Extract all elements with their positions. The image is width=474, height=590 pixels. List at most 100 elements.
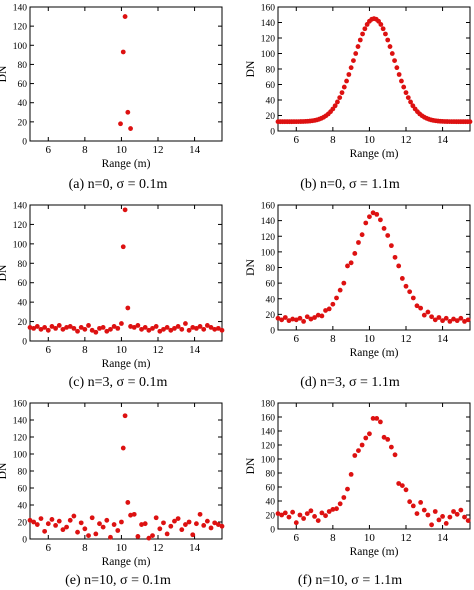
- data-point: [414, 303, 420, 309]
- data-point: [168, 327, 174, 333]
- data-point: [38, 326, 44, 332]
- data-point: [172, 325, 177, 331]
- plot-frame: [29, 6, 223, 142]
- y-tick-label: 160: [261, 414, 276, 424]
- data-point: [359, 442, 365, 448]
- data-point: [131, 325, 137, 330]
- x-tick-label: 10: [116, 542, 128, 554]
- x-tick-label: 6: [294, 333, 300, 345]
- y-tick-label: 120: [13, 23, 28, 33]
- data-point: [49, 324, 55, 329]
- data-point: [359, 232, 365, 238]
- data-point: [89, 515, 95, 521]
- data-point: [330, 507, 336, 512]
- data-point: [179, 326, 185, 332]
- data-point: [297, 512, 303, 518]
- data-point: [128, 512, 133, 518]
- data-point: [100, 325, 106, 330]
- y-axis-label: DN: [245, 60, 257, 77]
- data-point: [352, 251, 358, 256]
- caption-e: (e) n=10, σ = 0.1m: [65, 573, 171, 588]
- data-point: [67, 324, 73, 329]
- data-point: [157, 328, 163, 334]
- data-point: [403, 90, 409, 96]
- x-tick-label: 8: [330, 532, 336, 544]
- data-point: [363, 435, 369, 441]
- data-point: [60, 326, 66, 332]
- data-point: [462, 319, 467, 324]
- data-point: [378, 217, 383, 223]
- data-point: [301, 319, 306, 324]
- data-point: [388, 243, 394, 249]
- y-tick-label: 80: [18, 468, 28, 478]
- x-tick-label: 14: [189, 144, 201, 156]
- data-point: [443, 521, 449, 526]
- data-point: [119, 519, 124, 525]
- y-tick-label: 100: [261, 50, 276, 60]
- data-point: [27, 517, 33, 523]
- data-point: [394, 65, 400, 71]
- data-point: [290, 509, 296, 515]
- data-point: [131, 511, 137, 517]
- data-point: [161, 326, 166, 332]
- x-tick-label: 8: [82, 344, 88, 356]
- data-point: [135, 534, 141, 539]
- x-tick-label: 10: [364, 532, 376, 544]
- data-point: [388, 444, 394, 450]
- data-point: [403, 487, 409, 493]
- data-point: [323, 513, 328, 519]
- caption-f: (f) n=10, σ = 1.1m: [298, 573, 402, 588]
- data-point: [115, 325, 121, 331]
- data-point: [212, 520, 218, 526]
- data-point: [86, 323, 91, 328]
- data-point: [380, 26, 386, 32]
- data-point: [120, 49, 126, 55]
- data-point: [407, 499, 413, 505]
- data-point: [190, 532, 196, 538]
- caption-b: (b) n=0, σ = 1.1m: [300, 177, 400, 192]
- data-point: [370, 416, 376, 421]
- y-axis-label: DN: [0, 264, 9, 281]
- data-point: [86, 533, 91, 538]
- data-point: [346, 72, 352, 77]
- data-point: [330, 301, 336, 307]
- data-point: [197, 511, 203, 517]
- data-point: [115, 528, 121, 533]
- y-tick-label: 140: [13, 417, 28, 427]
- x-tick-label: 8: [82, 144, 88, 156]
- data-point: [34, 324, 40, 329]
- data-point: [425, 309, 431, 315]
- data-point: [49, 517, 55, 522]
- y-tick-label: 160: [261, 4, 276, 14]
- data-point: [122, 207, 128, 213]
- data-point: [150, 325, 155, 331]
- data-point: [378, 22, 384, 27]
- data-point: [414, 511, 420, 516]
- data-point: [301, 516, 306, 521]
- data-point: [125, 109, 131, 115]
- data-point: [286, 318, 292, 324]
- data-point: [157, 526, 163, 532]
- data-point: [401, 84, 407, 90]
- data-point: [389, 51, 395, 56]
- data-point: [175, 324, 181, 329]
- y-tick-label: 100: [13, 240, 28, 250]
- y-tick-label: 0: [22, 338, 27, 348]
- y-tick-label: 20: [18, 118, 28, 128]
- x-tick-label: 6: [46, 144, 52, 156]
- data-point: [447, 319, 453, 324]
- data-point: [139, 522, 144, 527]
- data-point: [337, 287, 343, 293]
- data-point: [454, 318, 460, 324]
- data-point: [396, 72, 402, 77]
- x-axis-label: Range (m): [350, 546, 399, 558]
- data-point: [146, 535, 152, 541]
- data-point: [164, 325, 170, 330]
- data-point: [356, 240, 361, 245]
- data-point: [27, 325, 33, 330]
- data-point: [122, 14, 128, 19]
- y-tick-label: 100: [13, 42, 28, 52]
- data-point: [334, 295, 339, 301]
- x-tick-label: 12: [153, 344, 164, 356]
- data-point: [282, 510, 288, 516]
